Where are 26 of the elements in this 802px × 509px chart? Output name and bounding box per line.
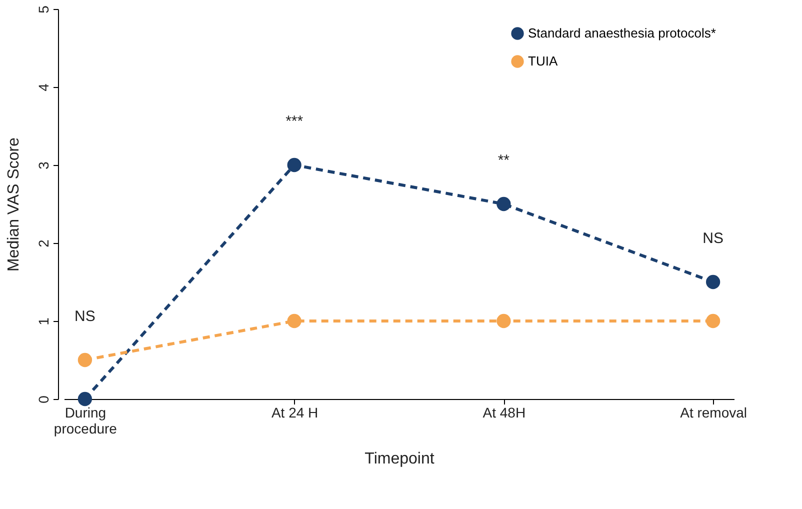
- point: [78, 352, 92, 368]
- x-tick-label: At 24 H: [271, 404, 318, 420]
- annotation: **: [498, 152, 510, 169]
- point: [706, 274, 720, 290]
- point: [496, 196, 511, 212]
- legend-label: TUIA: [528, 54, 558, 68]
- point: [287, 158, 302, 172]
- y-tick-label: 5: [36, 5, 52, 14]
- point: [287, 314, 302, 328]
- point: [78, 392, 92, 406]
- x-tick-label: During procedure: [54, 404, 118, 436]
- y-tick-label: 3: [36, 161, 52, 170]
- y-tick-label: 1: [36, 317, 52, 326]
- annotation: NS: [702, 230, 724, 247]
- annotation: NS: [74, 308, 96, 325]
- y-tick-label: 0: [36, 395, 52, 404]
- x-axis-title: Timepoint: [364, 450, 435, 468]
- point: [496, 314, 511, 328]
- x-tick-label: At removal: [680, 404, 748, 420]
- point: [706, 314, 720, 328]
- y-tick-label: 2: [36, 239, 52, 248]
- x-tick-label: At 48H: [482, 404, 526, 420]
- legend-label: Standard anaesthesia protocols*: [528, 26, 716, 40]
- annotation: ***: [286, 113, 304, 130]
- y-tick-label: 4: [36, 83, 52, 92]
- y-axis-title: Median VAS Score: [6, 137, 22, 272]
